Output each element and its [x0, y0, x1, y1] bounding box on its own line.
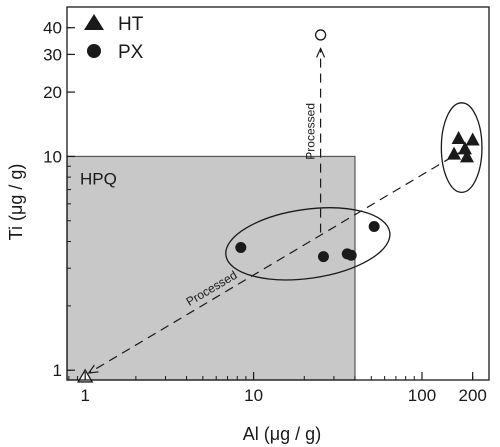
cluster-ellipse: [440, 102, 483, 194]
hpq-region-layer: HPQ: [66, 155, 356, 381]
px-point: [345, 249, 357, 261]
x-axis-label: Al (μg / g): [243, 424, 321, 444]
legend-marker-px: [87, 44, 101, 58]
processed-arrow-label: Processed: [304, 103, 318, 160]
cluster-ellipses: [225, 102, 483, 281]
legend-label-ht: HT: [118, 14, 144, 35]
processed-point-circle: [314, 29, 327, 41]
px-point: [317, 251, 329, 263]
px-point: [235, 241, 247, 253]
px-point: [368, 221, 380, 233]
legend: HT PX: [84, 14, 144, 63]
x-tick-label: 1: [80, 386, 89, 405]
cluster-ellipse: [225, 207, 391, 281]
y-tick-label: 30: [43, 45, 62, 64]
y-tick-label: 1: [53, 361, 62, 380]
ht-point: [465, 132, 480, 146]
hpq-region: [66, 155, 356, 381]
ht-point: [459, 149, 474, 163]
y-tick-label: 10: [43, 147, 62, 166]
processed-arrow: [89, 148, 466, 373]
y-tick-label: 40: [43, 19, 62, 38]
legend-marker-ht: [84, 14, 104, 30]
x-tick-label: 10: [244, 386, 263, 405]
hpq-region-label: HPQ: [80, 169, 117, 188]
ht-point: [447, 146, 462, 160]
legend-label-px: PX: [118, 42, 144, 63]
y-tick-label: 20: [43, 83, 62, 102]
plot-frame: [66, 6, 490, 381]
y-axis-label: Ti (μg / g): [6, 164, 26, 241]
x-tick-label: 100: [408, 386, 436, 405]
data-points: [77, 29, 480, 383]
ht-point: [451, 130, 466, 144]
x-tick-label: 200: [458, 386, 486, 405]
ht-point: [457, 141, 472, 155]
